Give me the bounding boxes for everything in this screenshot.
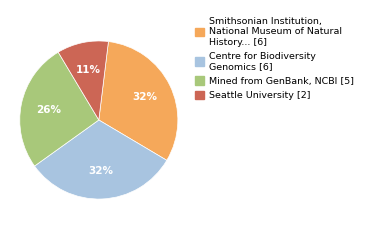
Wedge shape	[99, 42, 178, 160]
Legend: Smithsonian Institution,
National Museum of Natural
History... [6], Centre for B: Smithsonian Institution, National Museum…	[195, 17, 354, 100]
Wedge shape	[20, 52, 99, 166]
Text: 32%: 32%	[132, 92, 157, 102]
Text: 26%: 26%	[36, 105, 61, 114]
Wedge shape	[58, 41, 108, 120]
Wedge shape	[35, 120, 167, 199]
Text: 11%: 11%	[76, 65, 101, 75]
Text: 32%: 32%	[89, 166, 114, 176]
